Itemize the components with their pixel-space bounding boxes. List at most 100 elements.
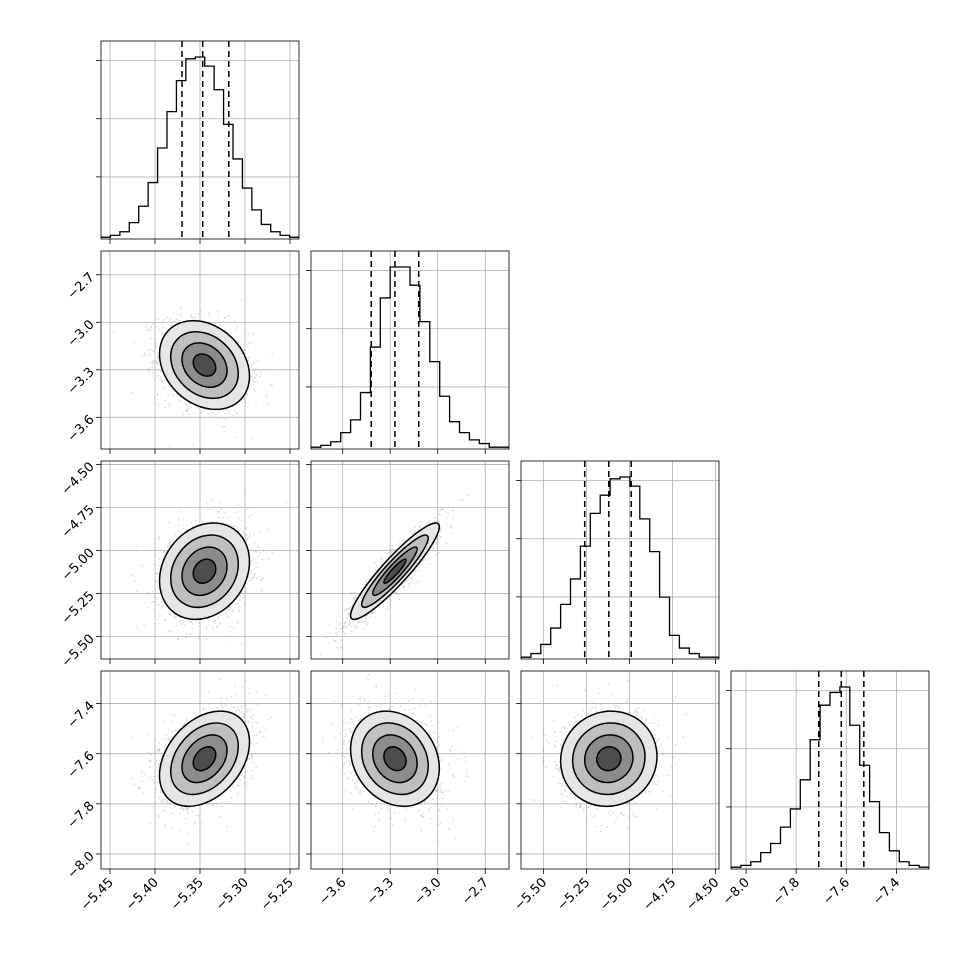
x-tick-label: −7.8 [770,875,803,908]
y-tick-label: −3.6 [65,412,98,445]
y-tick-label: −7.4 [65,699,98,732]
contour-line-1 [170,722,239,796]
contour-line-2 [372,546,418,597]
panel-frame [730,670,930,870]
panel-frame [520,670,720,870]
x-tick-label: −4.50 [684,875,723,914]
contour-line-2 [181,342,228,388]
x-axis-ticks [342,869,486,874]
y-axis-ticks [96,703,101,855]
x-axis-ticks [109,449,291,454]
contour-line-2 [181,734,228,784]
x-tick-label: −2.7 [459,875,492,908]
y-axis-ticks [306,703,311,855]
pair-panel-0-3: −5.45 −5.40 −5.35 −5.30 −5.25 −8.0 −7.8 −7.6 −7.… [65,670,300,914]
x-tick-label: −5.25 [258,875,297,914]
histogram-panel-0 [96,40,300,244]
y-tick-label: −3.0 [65,317,98,350]
contour-line-2 [372,734,418,784]
x-axis-ticks [109,869,291,874]
y-tick-label: −5.50 [59,632,98,671]
panel-frame [310,250,510,450]
x-tick-label: −7.4 [870,875,903,908]
density-level-3 [383,559,407,584]
histogram-steps [731,686,929,869]
x-tick-label: −5.25 [554,875,593,914]
density-level-3 [383,746,407,771]
y-axis-ticks [96,274,101,418]
panel-frame [310,670,510,870]
y-tick-label: −2.7 [65,270,98,303]
pair-panel-0-1: −3.6 −3.3 −3.0 −2.7 [65,250,300,454]
x-tick-label: −3.0 [412,875,445,908]
contour-line-2 [583,734,634,784]
contour-line-2 [181,546,228,597]
contour-line-0 [349,522,441,621]
x-tick-label: −8.0 [720,875,753,908]
pair-panel-1-3: −3.6 −3.3 −3.0 −2.7 [306,670,510,908]
contour-line-0 [559,710,658,808]
y-tick-label: −4.75 [59,503,98,542]
grid-lines [101,41,299,239]
contour-line-1 [360,722,429,796]
y-tick-label: −3.3 [65,365,98,398]
contour-line-1 [571,722,646,796]
x-tick-label: −5.00 [598,875,637,914]
density-level-3 [193,559,216,584]
contour-line-3 [192,746,217,772]
x-tick-label: −4.75 [641,875,680,914]
contour-line-3 [383,558,407,584]
x-tick-label: −5.30 [213,875,252,914]
x-tick-label: −5.50 [511,875,550,914]
grid-lines [731,671,929,869]
contour-line-1 [170,534,240,609]
contour-line-3 [383,746,407,772]
contour-line-3 [192,558,217,584]
x-axis-ticks [542,869,716,874]
y-axis-ticks [96,464,101,638]
histogram-y-ticks [96,60,101,178]
y-tick-label: −7.6 [65,749,98,782]
grid-lines [521,461,719,659]
x-tick-label: −5.40 [123,875,162,914]
contour-line-1 [170,331,240,400]
y-tick-label: −5.00 [59,546,98,585]
histogram-steps [101,56,299,239]
pair-panel-2-3: −5.50 −5.25 −5.00 −4.75 −4.50 [511,670,723,914]
histogram-panel-3: −8.0 −7.8 −7.6 −7.4 [720,670,930,908]
pair-panel-0-2: −5.50 −5.25 −5.00 −4.75 −4.50 [59,459,300,671]
x-tick-label: −5.45 [78,875,117,914]
x-tick-label: −3.6 [317,875,350,908]
histogram-panel-1 [306,250,510,454]
y-tick-label: −8.0 [65,849,98,882]
x-axis-ticks [542,659,716,664]
grid-lines [311,461,509,659]
y-axis-ticks [306,464,311,638]
contour-line-0 [158,710,251,808]
histogram-y-ticks [726,690,731,808]
x-tick-label: −5.35 [168,875,207,914]
panel-frame [310,460,510,660]
histogram-y-ticks [306,270,311,388]
contour-line-1 [360,534,429,609]
y-axis-ticks [516,703,521,855]
x-axis-ticks [745,869,897,874]
y-tick-label: −5.25 [59,589,98,628]
contour-line-0 [158,522,251,621]
contour-line-0 [349,710,441,808]
density-level-3 [193,746,216,771]
y-tick-label: −7.8 [65,799,98,832]
y-tick-label: −4.50 [59,459,98,498]
histogram-steps [521,476,719,659]
grid-lines [101,461,299,659]
x-axis-ticks [342,449,486,454]
density-level-3 [596,746,621,771]
grid-lines [311,251,509,449]
x-axis-ticks [109,659,291,664]
panel-frame [520,460,720,660]
contour-line-0 [158,319,251,411]
histogram-panel-2 [516,460,720,664]
density-level-3 [193,353,216,377]
contour-line-3 [596,746,622,772]
